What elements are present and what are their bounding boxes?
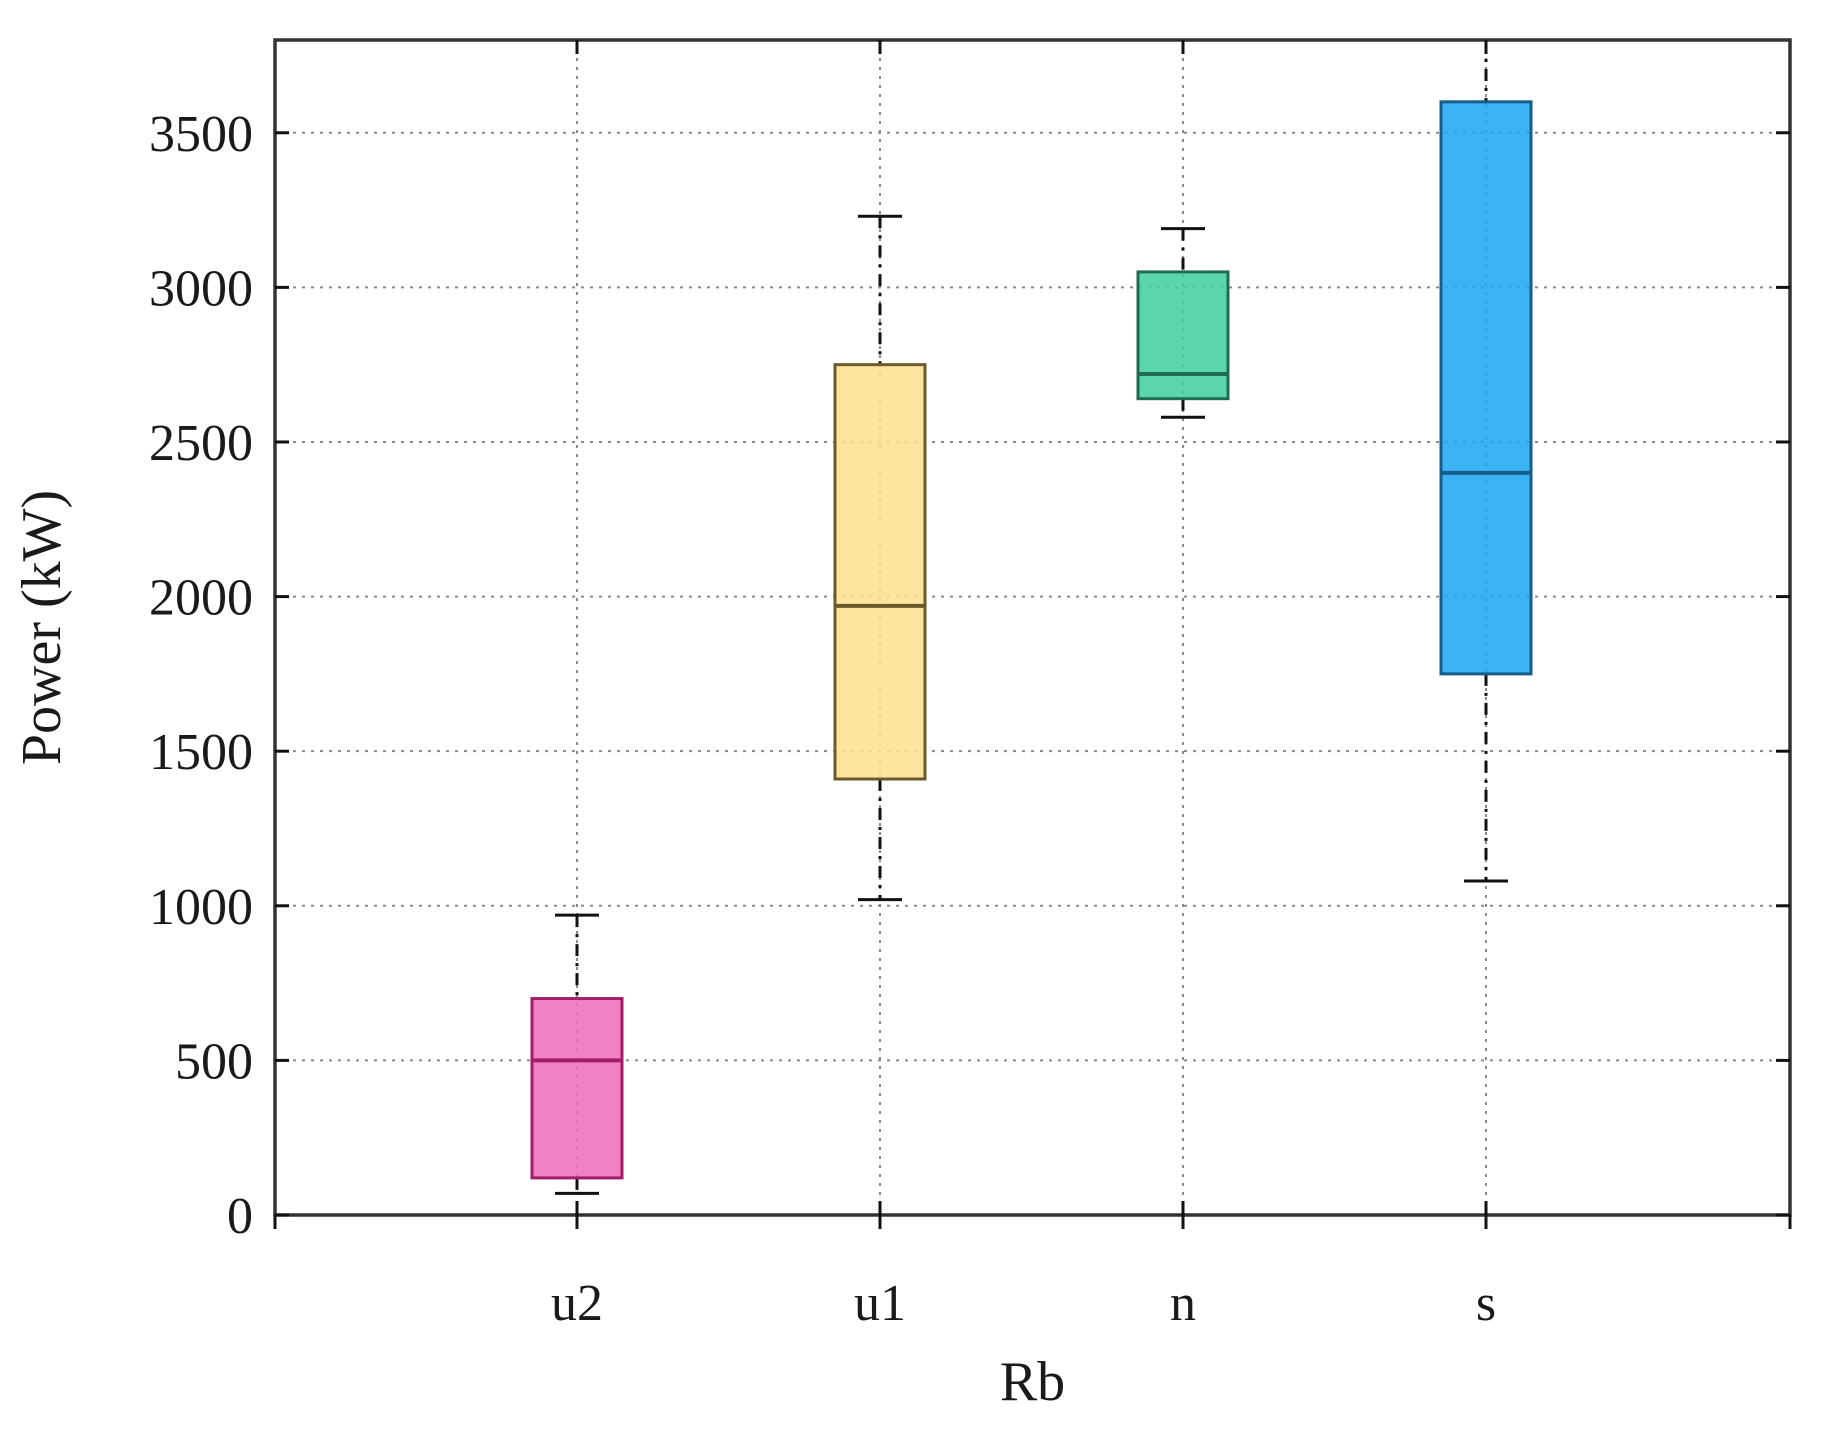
iqr-box bbox=[530, 997, 624, 1180]
x-tick-label: u2 bbox=[551, 1275, 603, 1332]
tick-labels: 0 500 1000 1500 2000 2500 3000 3500 u2 u1 n s bbox=[149, 106, 1496, 1332]
y-tick-label: 2500 bbox=[149, 415, 253, 472]
x-axis-label: Rb bbox=[1000, 1351, 1065, 1413]
iqr-box bbox=[833, 363, 927, 781]
x-tick-label: u1 bbox=[854, 1275, 906, 1332]
axis-ticks bbox=[273, 40, 1792, 1229]
y-tick-label: 500 bbox=[175, 1033, 253, 1090]
box-n bbox=[1136, 227, 1230, 419]
y-tick-label: 3000 bbox=[149, 260, 253, 317]
y-tick-label: 1000 bbox=[149, 879, 253, 936]
iqr-box bbox=[1439, 100, 1533, 676]
grid-lines bbox=[275, 40, 1790, 1215]
y-tick-label: 1500 bbox=[149, 724, 253, 781]
y-axis-label: Power (kW) bbox=[11, 490, 73, 765]
x-tick-label: n bbox=[1170, 1275, 1196, 1332]
iqr-box bbox=[1136, 270, 1230, 401]
box-s bbox=[1439, 38, 1533, 883]
box-u2 bbox=[530, 913, 624, 1195]
box-series bbox=[530, 38, 1533, 1195]
y-tick-label: 3500 bbox=[149, 106, 253, 163]
y-tick-label: 0 bbox=[227, 1188, 253, 1245]
plot-frame bbox=[273, 38, 1792, 1217]
y-tick-label: 2000 bbox=[149, 570, 253, 627]
box-u1 bbox=[833, 214, 927, 902]
x-tick-label: s bbox=[1476, 1275, 1496, 1332]
